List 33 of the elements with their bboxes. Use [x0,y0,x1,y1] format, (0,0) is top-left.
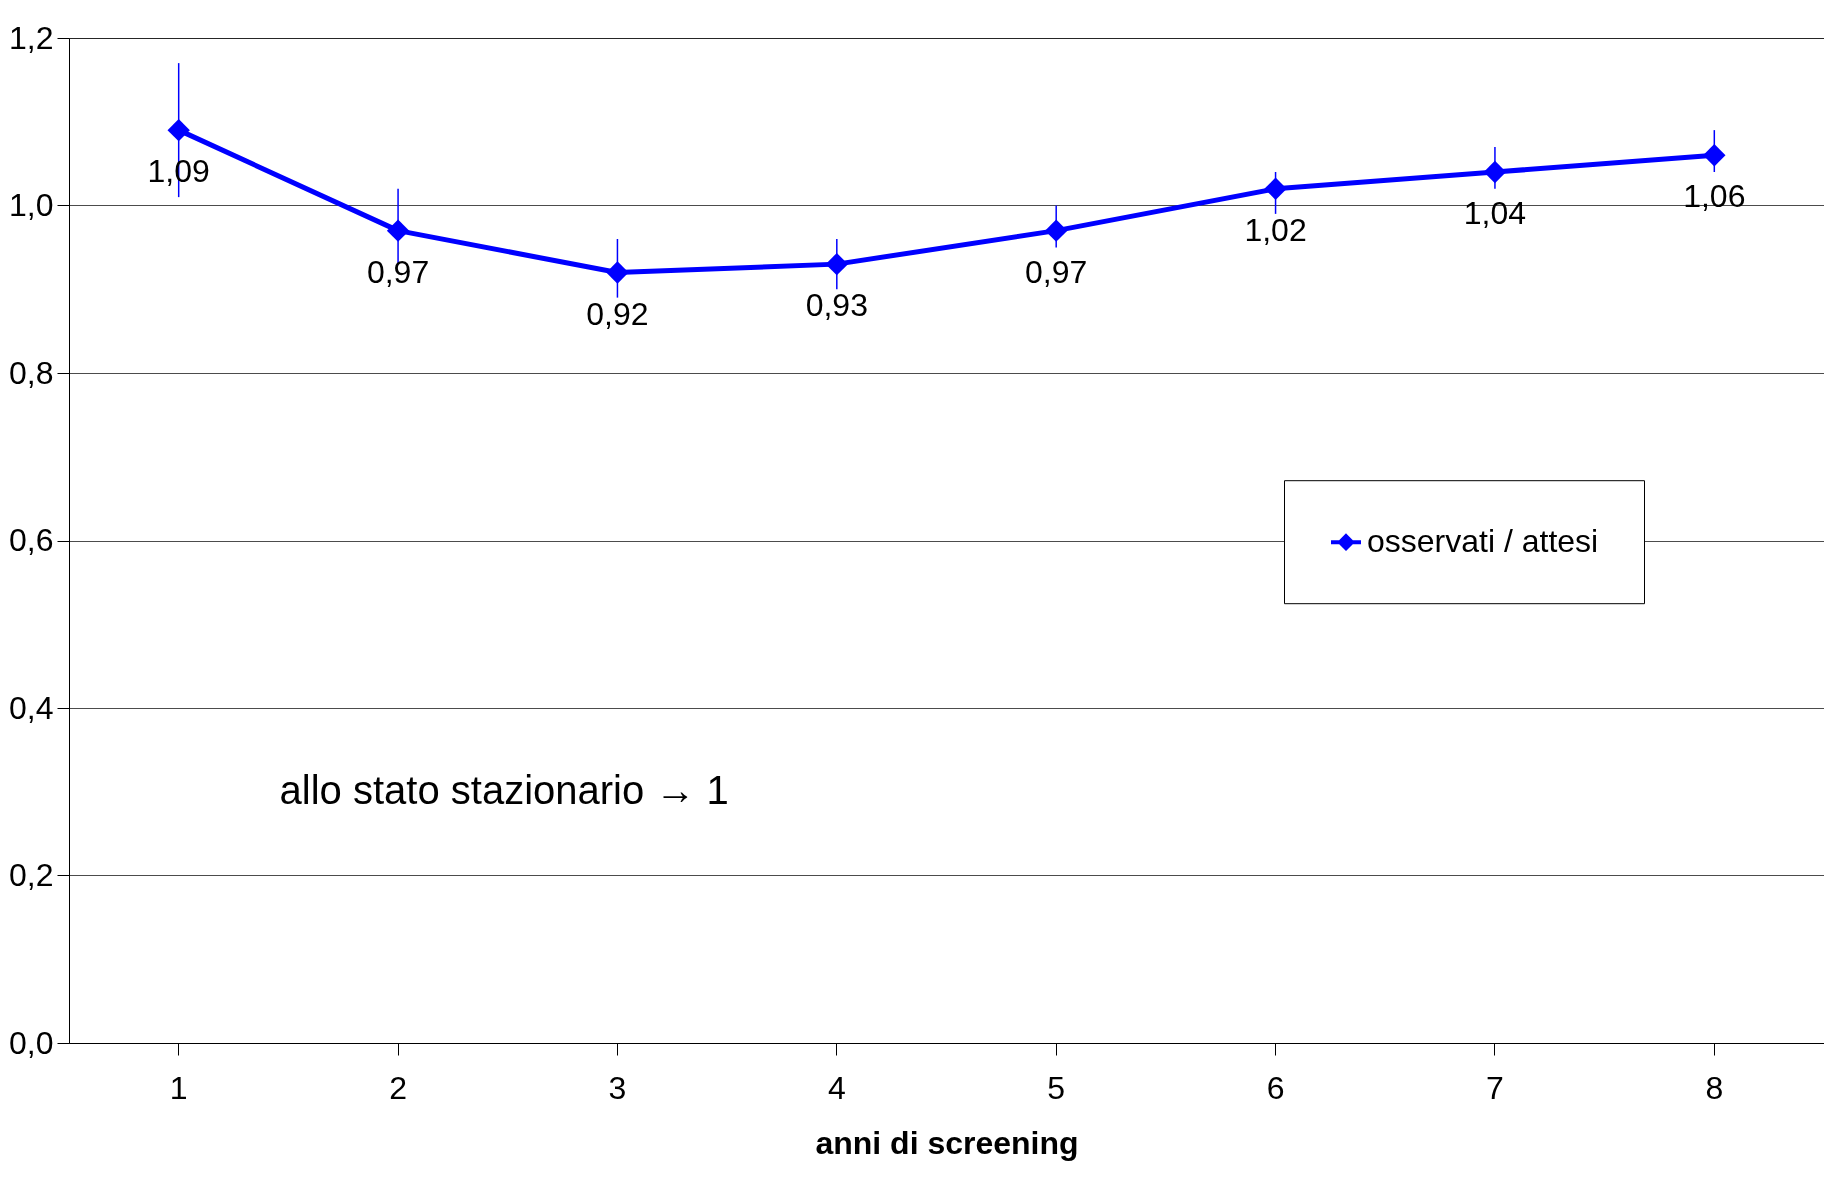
data-label: 0,97 [366,253,430,290]
x-tick-label: 7 [1486,1069,1504,1106]
legend-label: osservati / attesi [1367,523,1599,560]
data-label: 0,92 [586,295,649,332]
y-tick-label: 0,6 [9,522,54,558]
point [825,252,848,276]
data-label: 0,97 [1025,253,1088,290]
data-label: 0,93 [805,287,868,324]
point [606,261,629,284]
y-tick-label: 0,4 [9,689,54,726]
y-tick-label: 0,8 [9,354,54,391]
x-axis-title: anni di screening [815,1124,1079,1161]
y-tick-label: 0,2 [9,857,54,893]
point [1045,219,1068,242]
data-label: 1,02 [1244,211,1307,248]
x-tick-label: 6 [1266,1069,1285,1106]
y-tick-label: 1,0 [9,187,54,223]
x-tick-label: 5 [1047,1069,1066,1106]
x-tick-label: 4 [827,1069,846,1106]
data-label: 1,06 [1683,178,1746,215]
y-tick-label: 0,0 [9,1024,54,1061]
x-tick-label: 3 [608,1069,627,1106]
data-label: 1,04 [1463,195,1527,231]
point [1264,177,1287,200]
point [1703,144,1726,167]
point [386,219,410,242]
point [1483,160,1507,184]
x-tick-label: 1 [169,1069,188,1106]
x-tick-label: 8 [1705,1069,1724,1106]
x-tick-label: 2 [389,1069,407,1106]
point [167,118,190,142]
y-tick-label: 1,2 [9,19,54,56]
annotation: allo stato stazionario → 1 [279,767,729,812]
